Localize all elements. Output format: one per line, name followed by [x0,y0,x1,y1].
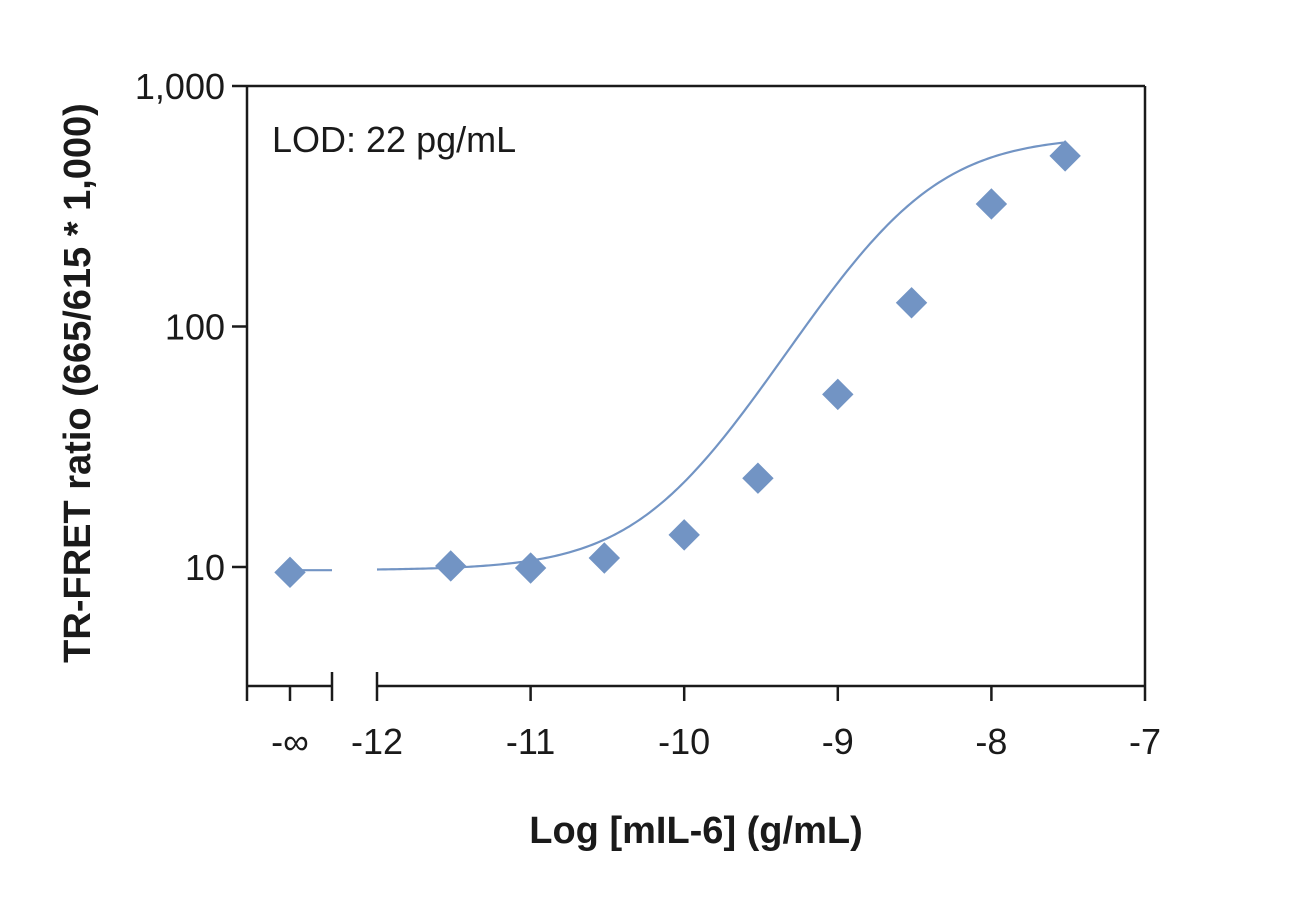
x-tick-label-neg-infinity: -∞ [271,721,309,762]
y-tick-label: 1,000 [135,66,225,107]
data-point-diamond [274,556,306,589]
x-tick-label: -10 [658,721,710,762]
lod-annotation: LOD: 22 pg/mL [272,119,516,160]
y-tick-label: 10 [185,547,225,588]
x-tick-label: -9 [822,721,854,762]
y-axis-title: TR-FRET ratio (665/615 * 1,000) [57,103,99,663]
data-point-diamond [668,519,700,551]
x-axis-title: Log [mIL-6] (g/mL) [529,810,862,852]
data-point-diamond [1049,140,1081,172]
fit-curve [376,141,1066,571]
fit-curve-layer [290,141,1066,572]
axes [232,84,1147,701]
x-tick-label: -11 [506,721,555,762]
x-tick-label: -7 [1129,721,1161,762]
data-point-diamond [822,378,854,411]
data-point-diamond [588,542,621,574]
data-point-diamond [742,462,774,494]
x-tick-label: -12 [351,721,403,762]
data-points [274,140,1081,589]
y-tick-label: 100 [165,306,225,347]
tick-labels: -12 -11 -10 -9 -8 -7 -∞ 10 100 1,000 [135,66,1161,762]
data-point-diamond [435,550,467,582]
data-point-diamond [895,287,928,319]
x-tick-label: -8 [975,721,1007,762]
data-point-diamond [514,552,547,584]
data-point-diamond [975,188,1008,220]
